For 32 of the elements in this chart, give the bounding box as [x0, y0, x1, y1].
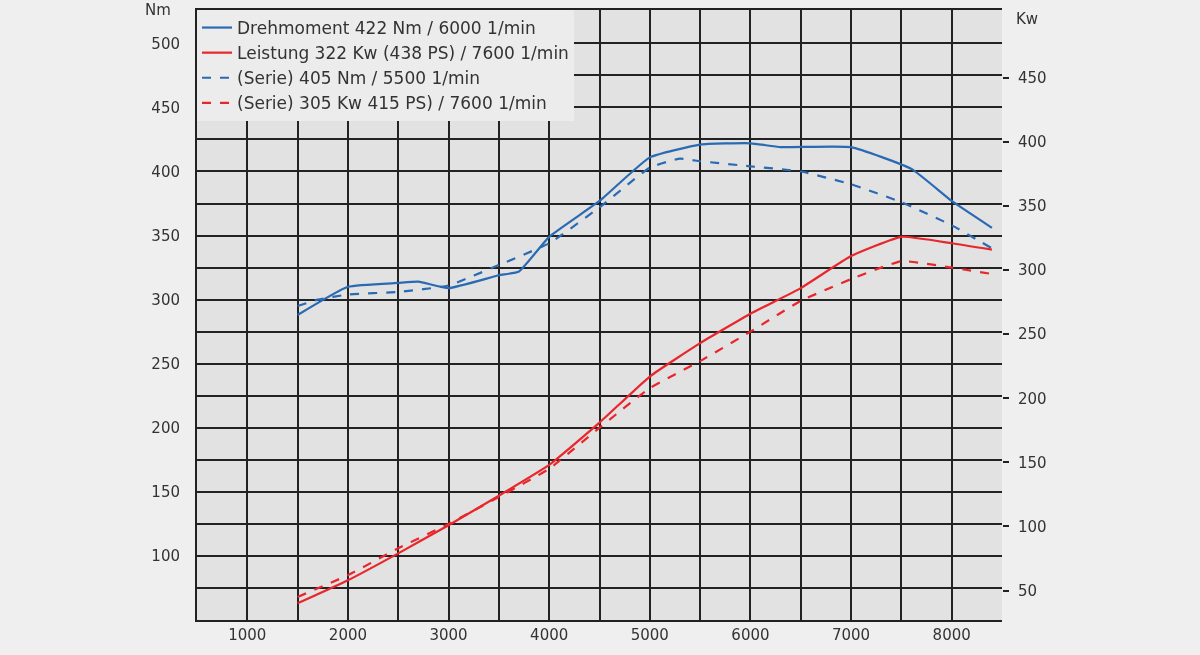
y-tick-label: 350: [151, 226, 180, 245]
y-tick-label: 200: [151, 419, 180, 438]
y2-tick-label: 400: [1018, 133, 1047, 152]
x-tick-label: 7000: [831, 626, 871, 644]
x-tick-label: 6000: [731, 626, 770, 644]
y2-axis-title: Kw: [1016, 10, 1039, 28]
y2-tick-label: 100: [1018, 517, 1047, 536]
x-tick-label: 2000: [328, 626, 368, 644]
y2-tick-label: 350: [1018, 197, 1047, 216]
y-tick-label: 400: [151, 162, 180, 181]
x-tick-label: 8000: [932, 626, 971, 644]
y2-tick-label: 150: [1018, 453, 1047, 472]
x-tick-label: 5000: [630, 626, 669, 644]
legend-label: (Serie) 305 Kw 415 PS) / 7600 1/min: [237, 93, 547, 114]
y-tick-label: 450: [151, 98, 180, 117]
y-axis-title: Nm: [145, 1, 171, 19]
y2-tick-label: 200: [1018, 389, 1047, 408]
legend-label: Drehmoment 422 Nm / 6000 1/min: [237, 18, 536, 39]
y-tick-label: 250: [151, 354, 180, 373]
y-tick-label: 150: [151, 483, 180, 502]
x-tick-label: 3000: [429, 626, 468, 644]
y2-tick-label: 50: [1018, 581, 1038, 600]
legend-label: (Serie) 405 Nm / 5500 1/min: [237, 68, 481, 89]
x-tick-label: 4000: [530, 626, 569, 644]
y2-tick-label: 250: [1018, 325, 1047, 344]
legend-label: Leistung 322 Kw (438 PS) / 7600 1/min: [237, 43, 569, 64]
y-tick-label: 300: [151, 290, 180, 309]
y2-tick-label: 450: [1018, 69, 1047, 88]
y-tick-label: 500: [151, 34, 180, 53]
x-tick-label: 1000: [228, 626, 267, 644]
y2-tick-label: 300: [1018, 261, 1047, 280]
y-tick-label: 100: [151, 547, 180, 566]
